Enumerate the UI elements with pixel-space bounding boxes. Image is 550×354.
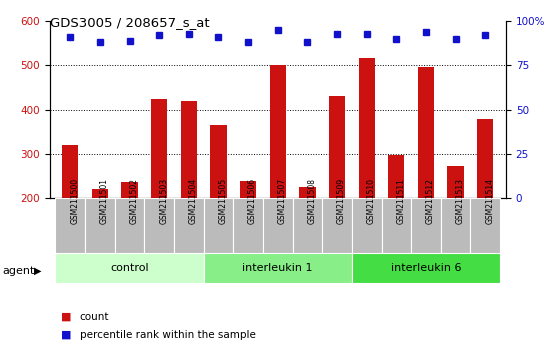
Text: count: count (80, 312, 109, 322)
Text: ■: ■ (60, 330, 71, 339)
Bar (204, 253, 352, 283)
Bar (62, 145, 79, 198)
Bar (115, 198, 144, 253)
Text: ■: ■ (60, 312, 71, 322)
Bar (299, 187, 316, 198)
Bar (322, 198, 352, 253)
Text: control: control (110, 263, 149, 273)
Bar (359, 57, 375, 198)
Text: GDS3005 / 208657_s_at: GDS3005 / 208657_s_at (50, 16, 209, 29)
Bar (293, 198, 322, 253)
Bar (270, 65, 286, 198)
Text: GSM211514: GSM211514 (485, 178, 494, 224)
Text: GSM211512: GSM211512 (426, 178, 435, 224)
Bar (210, 125, 227, 198)
Text: GSM211504: GSM211504 (189, 178, 198, 224)
Bar (122, 182, 138, 198)
Bar (388, 155, 404, 198)
Bar (56, 198, 85, 253)
Text: interleukin 1: interleukin 1 (243, 263, 313, 273)
Text: GSM211511: GSM211511 (397, 178, 405, 224)
Bar (233, 198, 263, 253)
Text: GSM211500: GSM211500 (70, 178, 79, 224)
Bar (470, 198, 500, 253)
Text: agent: agent (3, 266, 35, 276)
Text: GSM211505: GSM211505 (218, 178, 228, 224)
Text: GSM211508: GSM211508 (307, 178, 316, 224)
Bar (418, 67, 434, 198)
Bar (477, 120, 493, 198)
Text: GSM211502: GSM211502 (130, 178, 139, 224)
Bar (92, 188, 108, 198)
Bar (441, 198, 470, 253)
Text: GSM211501: GSM211501 (100, 178, 109, 224)
Text: GSM211506: GSM211506 (248, 178, 257, 224)
Bar (382, 198, 411, 253)
Text: GSM211510: GSM211510 (367, 178, 376, 224)
Bar (204, 198, 233, 253)
Bar (263, 198, 293, 253)
Text: ▶: ▶ (34, 266, 42, 276)
Bar (352, 198, 382, 253)
Text: GSM211513: GSM211513 (455, 178, 465, 224)
Text: interleukin 6: interleukin 6 (390, 263, 461, 273)
Bar (329, 96, 345, 198)
Bar (174, 198, 204, 253)
Text: GSM211503: GSM211503 (159, 178, 168, 224)
Bar (352, 253, 500, 283)
Bar (180, 101, 197, 198)
Text: percentile rank within the sample: percentile rank within the sample (80, 330, 256, 339)
Bar (411, 198, 441, 253)
Bar (56, 253, 204, 283)
Bar (151, 99, 167, 198)
Bar (85, 198, 115, 253)
Bar (240, 181, 256, 198)
Bar (144, 198, 174, 253)
Text: GSM211507: GSM211507 (278, 178, 287, 224)
Text: GSM211509: GSM211509 (337, 178, 346, 224)
Bar (448, 166, 464, 198)
